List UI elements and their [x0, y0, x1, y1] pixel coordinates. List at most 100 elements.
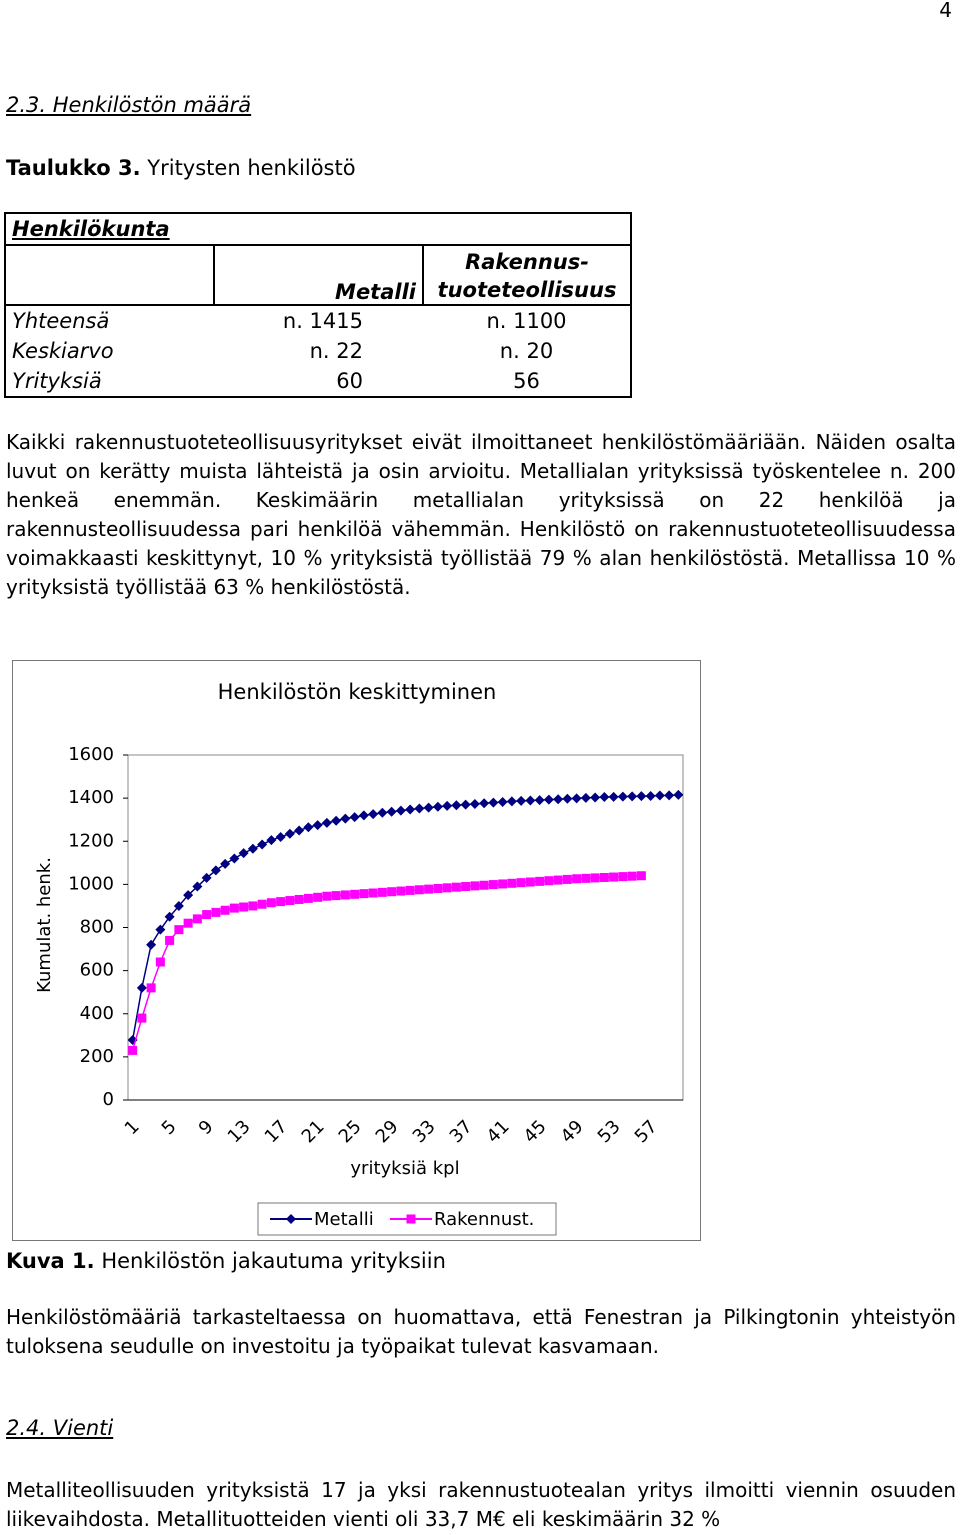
table-cell: Yhteensä	[12, 309, 110, 333]
caption-text: Henkilöstön jakautuma yrityksiin	[101, 1249, 446, 1273]
data-point	[609, 872, 619, 882]
data-point	[127, 1035, 138, 1046]
data-point	[618, 872, 628, 882]
legend-label: Metalli	[314, 1209, 374, 1230]
data-point	[525, 877, 535, 887]
data-point	[368, 888, 378, 898]
data-point	[220, 858, 231, 869]
data-point	[331, 815, 342, 826]
data-point	[636, 871, 646, 881]
data-point	[183, 918, 193, 928]
y-tick-label: 200	[80, 1046, 114, 1067]
data-point	[516, 878, 526, 888]
data-point	[544, 876, 554, 886]
data-point	[155, 957, 165, 967]
header-empty	[5, 245, 215, 306]
data-point	[340, 813, 351, 824]
y-tick-label: 800	[80, 917, 114, 938]
table-cell: n. 1415	[282, 309, 363, 333]
data-point	[238, 848, 249, 859]
data-point	[229, 853, 240, 864]
y-tick-label: 400	[80, 1003, 114, 1024]
data-point	[525, 795, 536, 806]
data-point	[247, 843, 258, 854]
data-point	[424, 884, 434, 894]
y-tick-label: 0	[103, 1089, 114, 1110]
data-point	[155, 924, 166, 935]
data-point	[321, 817, 332, 828]
data-point	[405, 885, 415, 895]
data-point	[128, 1045, 138, 1055]
y-tick-label: 1000	[68, 873, 114, 894]
data-point	[460, 799, 471, 810]
data-point	[498, 879, 508, 889]
x-axis-label: yrityksiä kpl	[350, 1158, 459, 1179]
data-point	[183, 890, 194, 901]
data-point	[636, 791, 647, 802]
data-point	[387, 887, 397, 897]
data-point	[405, 804, 416, 815]
data-point	[469, 798, 480, 809]
data-point	[248, 901, 258, 911]
data-point	[359, 889, 369, 899]
data-point	[173, 900, 184, 911]
column-header: Rakennus-tuoteteollisuus	[423, 245, 631, 306]
data-point	[284, 828, 295, 839]
data-point	[331, 891, 341, 901]
data-point	[645, 790, 656, 801]
data-point	[137, 1013, 147, 1023]
data-point	[442, 800, 453, 811]
section-heading: 2.3. Henkilöstön määrä	[6, 93, 252, 117]
chart-title: Henkilöstön keskittyminen	[218, 680, 497, 704]
data-point	[479, 798, 490, 809]
data-point	[303, 822, 314, 833]
y-tick-label: 1200	[68, 830, 114, 851]
data-point	[396, 886, 406, 896]
legend-marker	[406, 1214, 416, 1224]
table-body: Yhteensä n. 1415 n. 1100 Keskiarvo n. 22 n. 2…	[5, 305, 631, 397]
header-line: Metalli	[335, 280, 416, 304]
header-line: Rakennus-	[465, 250, 589, 274]
data-point	[442, 883, 452, 893]
data-point	[599, 872, 609, 882]
column-header: Metalli	[214, 245, 424, 306]
data-point	[414, 803, 425, 814]
data-point	[266, 898, 276, 908]
table-cell: n. 22	[309, 339, 363, 363]
table-caption: Taulukko 3. Yritysten henkilöstö	[6, 156, 356, 180]
data-point	[654, 790, 665, 801]
page-number: 4	[939, 0, 952, 22]
data-point	[617, 791, 628, 802]
data-point	[211, 907, 221, 917]
table-row: Yhteensä n. 1415 n. 1100	[5, 305, 631, 336]
data-point	[349, 812, 360, 823]
data-point	[590, 873, 600, 883]
y-axis-label: Kumulat. henk.	[34, 857, 55, 993]
data-point	[303, 893, 313, 903]
table-row: Yrityksiä 60 56	[5, 366, 631, 397]
data-point	[507, 878, 517, 888]
data-point	[580, 792, 591, 803]
data-point	[146, 983, 156, 993]
header-line: tuoteteollisuus	[437, 278, 617, 302]
data-point	[627, 871, 637, 881]
legend-label: Rakennust.	[434, 1209, 534, 1230]
data-point	[461, 882, 471, 892]
data-point	[553, 794, 564, 805]
data-point	[608, 791, 619, 802]
data-point	[451, 800, 462, 811]
data-point	[534, 795, 545, 806]
data-point	[432, 801, 443, 812]
data-point	[553, 875, 563, 885]
data-point	[276, 897, 286, 907]
data-point	[395, 805, 406, 816]
y-tick-label: 600	[80, 960, 114, 981]
data-point	[285, 896, 295, 906]
table-cell: 56	[513, 369, 540, 393]
table-row: Keskiarvo n. 22 n. 20	[5, 336, 631, 366]
paragraph: Metalliteollisuuden yrityksistä 17 ja yk…	[6, 1478, 956, 1531]
data-point	[350, 889, 360, 899]
data-point	[312, 820, 323, 831]
data-point	[192, 881, 203, 892]
data-point	[664, 790, 675, 801]
